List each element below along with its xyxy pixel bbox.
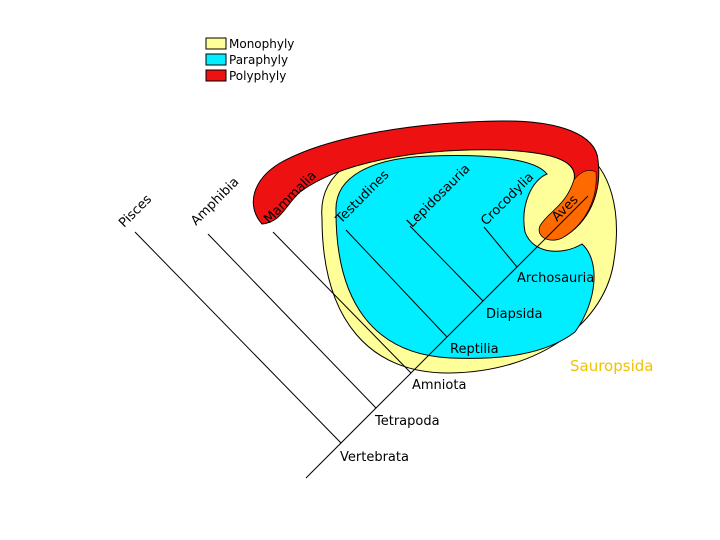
legend-label-monophyly: Monophyly — [229, 37, 294, 51]
legend: Monophyly Paraphyly Polyphyly — [205, 37, 294, 83]
legend-swatch-paraphyly — [205, 53, 227, 66]
branch-mammalia — [272, 231, 412, 374]
group-label-sauropsida: Sauropsida — [570, 357, 653, 375]
clade-label-diapsida: Diapsida — [486, 307, 542, 322]
clade-label-reptilia: Reptilia — [450, 342, 499, 357]
legend-swatch-monophyly — [205, 37, 227, 50]
clade-label-amniota: Amniota — [412, 378, 466, 393]
clade-label-tetrapoda: Tetrapoda — [374, 414, 440, 429]
taxon-label-pisces: Pisces — [116, 192, 155, 231]
clade-labels: Vertebrata Tetrapoda Amniota Reptilia Di… — [340, 271, 594, 465]
branch-crocodylia — [483, 226, 518, 268]
branch-lepidosauria — [409, 225, 484, 302]
cladogram-branches — [134, 195, 589, 479]
branch-amphibia — [207, 233, 377, 409]
legend-label-paraphyly: Paraphyly — [229, 53, 288, 67]
clade-label-archosauria: Archosauria — [517, 271, 594, 286]
legend-label-polyphyly: Polyphyly — [229, 69, 286, 83]
paraphyly-region-reptilia — [335, 155, 595, 359]
legend-swatch-polyphyly — [205, 69, 227, 82]
clade-label-vertebrata: Vertebrata — [340, 450, 409, 465]
branch-testudines — [345, 229, 448, 338]
branch-pisces — [134, 231, 342, 444]
overlap-region-aves — [538, 170, 597, 241]
taxon-label-amphibia: Amphibia — [188, 175, 242, 229]
